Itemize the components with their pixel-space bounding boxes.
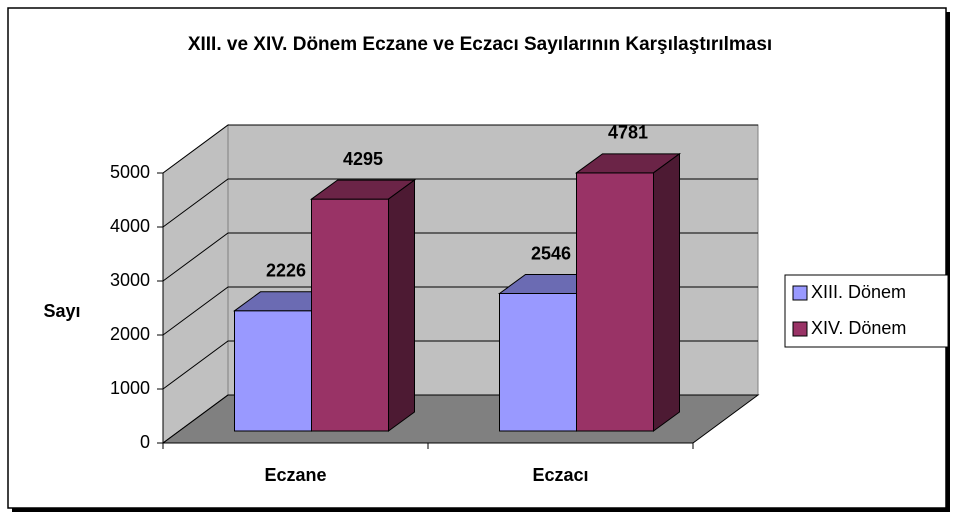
value-label: 2546: [531, 243, 571, 263]
grid-line: [162, 124, 758, 174]
bar-side: [388, 179, 415, 432]
chart-title: XIII. ve XIV. Dönem Eczane ve Eczacı Say…: [187, 34, 773, 55]
y-tick-label: 0: [140, 432, 150, 452]
bar-front: [234, 310, 312, 432]
value-label: 2226: [266, 261, 306, 281]
value-label: 4295: [343, 149, 383, 169]
side-wall: [162, 124, 229, 444]
y-axis-label: Sayı: [43, 301, 80, 321]
y-tick-label: 1000: [110, 378, 150, 398]
x-tick-label: Eczacı: [532, 465, 588, 485]
legend-label: XIV. Dönem: [811, 318, 906, 338]
y-tick-label: 3000: [110, 270, 150, 290]
legend-box: [784, 274, 949, 348]
bar-front: [499, 293, 577, 432]
legend-label: XIII. Dönem: [811, 282, 906, 302]
y-tick-label: 2000: [110, 324, 150, 344]
legend-swatch: [792, 321, 808, 337]
legend-swatch: [792, 285, 808, 301]
bar-front: [576, 172, 654, 432]
value-label: 4781: [608, 123, 648, 143]
bar-front: [311, 198, 389, 432]
bar-side: [653, 152, 680, 432]
x-tick-label: Eczane: [264, 465, 326, 485]
y-tick-label: 5000: [110, 162, 150, 182]
y-tick-label: 4000: [110, 216, 150, 236]
